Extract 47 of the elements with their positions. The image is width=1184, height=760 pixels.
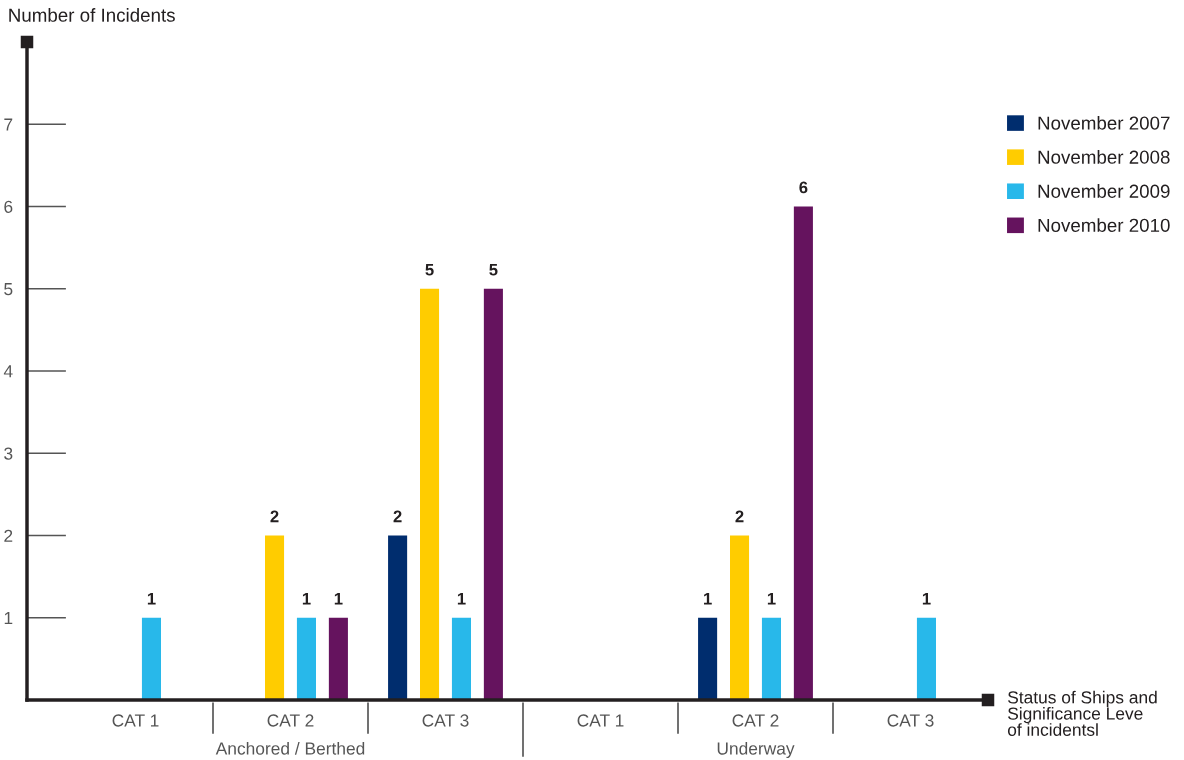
- data-label: 1: [457, 592, 466, 605]
- data-label: 1: [334, 592, 343, 605]
- bar: [730, 535, 750, 700]
- bar: [793, 206, 813, 700]
- bar: [761, 617, 781, 700]
- bar: [265, 535, 285, 700]
- legend-label: November 2009: [1038, 184, 1170, 198]
- y-tick-label: 7: [4, 118, 13, 131]
- x-tick-label: CAT 2: [732, 714, 779, 727]
- x-axis-title: Status of Ships and Significance Leve of incidentsl: [1007, 690, 1157, 736]
- legend-label: November 2010: [1038, 218, 1170, 232]
- data-label: 2: [735, 510, 744, 523]
- data-label: 2: [393, 510, 402, 523]
- y-tick-label: 2: [4, 529, 13, 542]
- data-label: 5: [425, 263, 434, 276]
- bar: [141, 617, 161, 700]
- bar: [420, 288, 440, 700]
- y-tick-label: 4: [3, 365, 13, 378]
- data-label: 1: [147, 592, 156, 605]
- y-tick-label: 5: [4, 283, 13, 296]
- text: Underway: [717, 741, 795, 759]
- data-label: 1: [704, 592, 712, 605]
- bar: [698, 617, 718, 700]
- x-tick-label: CAT 1: [112, 714, 159, 727]
- data-label: 2: [270, 510, 279, 523]
- x-tick-label: CAT 3: [422, 714, 469, 727]
- data-label: 1: [922, 592, 931, 605]
- y-tick-label: 1: [4, 612, 13, 625]
- legend-label: November 2007: [1038, 115, 1170, 130]
- bar: [451, 617, 471, 700]
- y-tick-label: 6: [4, 200, 13, 213]
- x-tick-label: CAT 3: [887, 714, 934, 727]
- bar: [388, 535, 408, 700]
- data-label: 5: [489, 263, 498, 276]
- x-tick-label: CAT 2: [267, 714, 314, 727]
- x-tick-label: CAT 1: [577, 714, 624, 727]
- data-label: 1: [302, 592, 311, 605]
- bar: [328, 617, 348, 700]
- bar: [483, 288, 503, 700]
- bar: [916, 617, 936, 700]
- bar: [296, 617, 316, 700]
- y-axis-title: Number of Incidents: [9, 8, 175, 22]
- text: Anchored / Berthed: [215, 741, 365, 755]
- data-label: 6: [799, 181, 808, 194]
- y-tick-label: 3: [4, 447, 13, 460]
- data-label: 1: [767, 592, 776, 605]
- legend-label: November 2008: [1038, 150, 1170, 164]
